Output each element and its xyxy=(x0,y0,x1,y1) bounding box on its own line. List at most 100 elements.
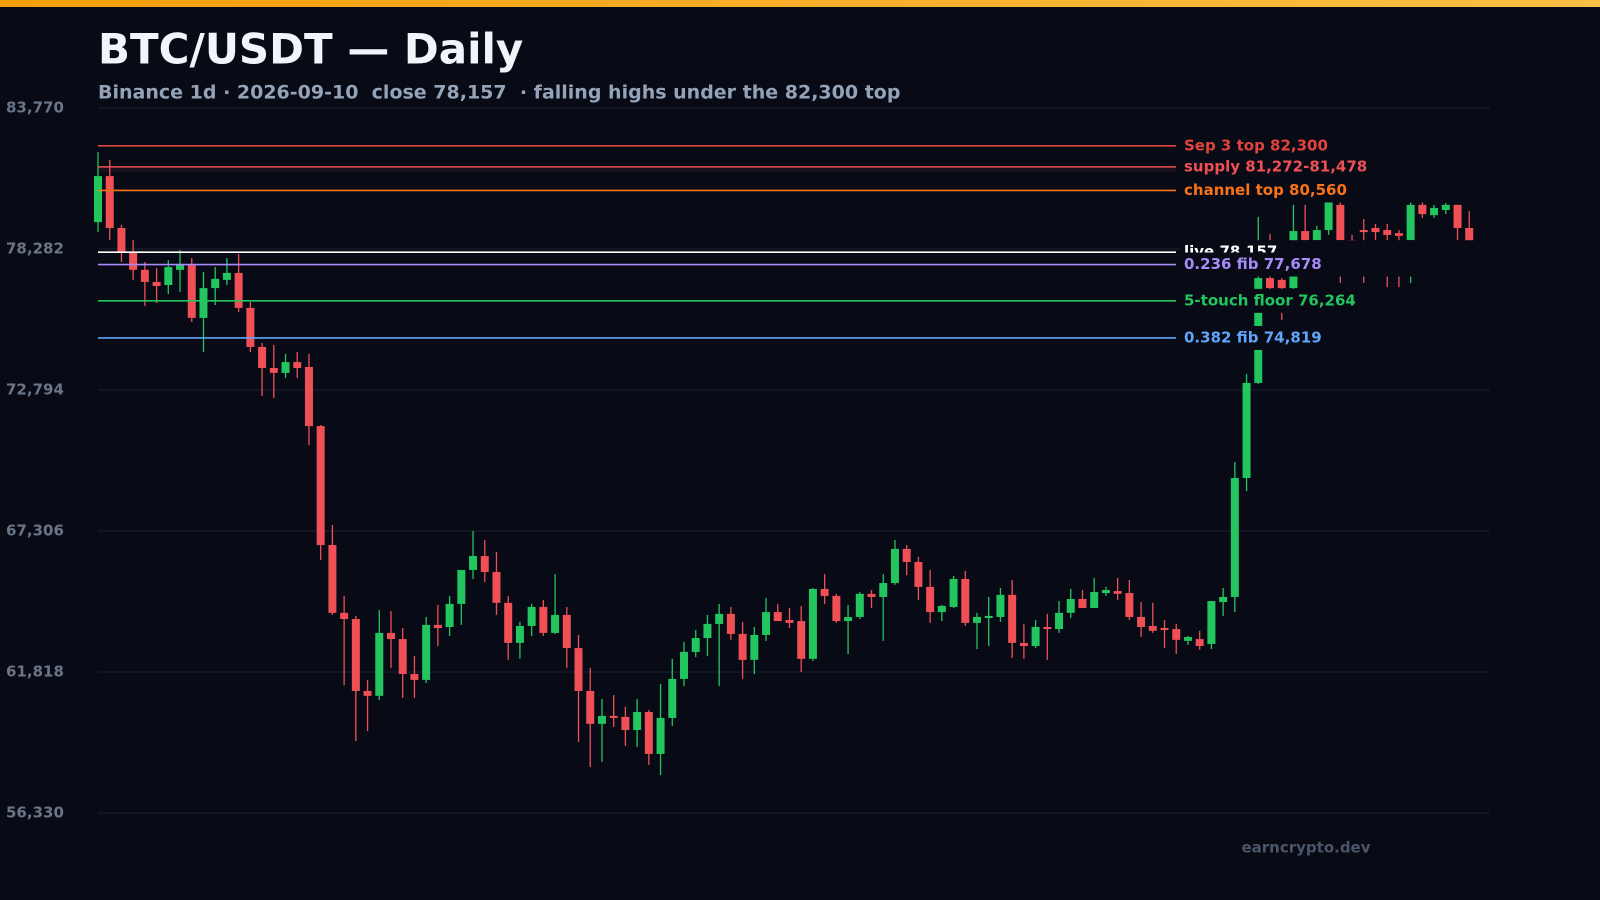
candle-body xyxy=(996,594,1005,617)
candle-body xyxy=(1230,477,1239,597)
level-label: 0.382 fib 74,819 xyxy=(1184,328,1322,346)
grid: 56,330 61,818 67,306 72,794 78,282 83,770 xyxy=(6,99,1490,822)
top-bar xyxy=(0,0,1600,7)
candle-body xyxy=(1183,637,1192,641)
level-label-bg xyxy=(1180,252,1490,277)
candle-body xyxy=(726,613,735,634)
candle-body xyxy=(738,633,747,660)
y-tick-label: 56,330 xyxy=(6,804,64,822)
candle-body xyxy=(1031,626,1040,646)
candle-body xyxy=(176,264,185,270)
candle-body xyxy=(258,346,267,369)
candle-body xyxy=(480,556,489,573)
candle-body xyxy=(1418,204,1427,215)
candle-body xyxy=(222,272,231,280)
candle-body xyxy=(539,606,548,633)
candle-body xyxy=(808,588,817,659)
candle-body xyxy=(562,614,571,649)
watermark: earncrypto.dev xyxy=(1241,839,1370,857)
candle-body xyxy=(140,269,149,282)
candle-body xyxy=(1301,231,1310,241)
candle-body xyxy=(152,281,161,287)
candle-body xyxy=(469,556,478,570)
candle-body xyxy=(609,715,618,718)
candle-body xyxy=(937,605,946,613)
candle-body xyxy=(574,648,583,691)
candle-body xyxy=(1394,233,1403,236)
candle-body xyxy=(1359,230,1368,233)
level-label: 0.236 fib 77,678 xyxy=(1184,255,1322,273)
level-label-bg xyxy=(1180,325,1490,350)
candle-body xyxy=(445,603,454,627)
candle-body xyxy=(351,619,360,691)
candle-body xyxy=(926,586,935,613)
candle-body xyxy=(750,634,759,660)
candle-body xyxy=(398,639,407,675)
candle-body xyxy=(1090,592,1099,608)
candle-body xyxy=(773,612,782,622)
candle-body xyxy=(1043,626,1052,630)
candle-body xyxy=(1219,596,1228,603)
candle-body xyxy=(633,712,642,731)
candle-body xyxy=(1441,204,1450,210)
candle-body xyxy=(902,548,911,562)
candle-body xyxy=(527,606,536,626)
candle-body xyxy=(492,572,501,603)
candle-body xyxy=(433,624,442,629)
candle-body xyxy=(269,368,278,373)
candle-body xyxy=(1078,598,1087,608)
candle-body xyxy=(656,717,665,754)
candle-body xyxy=(1371,227,1380,233)
candle-body xyxy=(1453,204,1462,228)
levels: Sep 3 top 82,300 supply 81,272-81,478 chan… xyxy=(98,133,1490,350)
candle-body xyxy=(844,616,853,622)
candle-body xyxy=(1055,612,1064,630)
y-tick-label: 83,770 xyxy=(6,99,64,117)
candle-body xyxy=(1266,278,1274,289)
candle-body xyxy=(644,712,653,754)
candle-body xyxy=(94,176,102,223)
level-label-bg xyxy=(1180,288,1490,313)
candle-body xyxy=(211,278,220,289)
candle-body xyxy=(820,588,829,596)
candle-body xyxy=(1465,227,1474,253)
chart-title: BTC/USDT — Daily xyxy=(98,25,523,74)
candle-body xyxy=(1101,589,1110,594)
candle-body xyxy=(457,569,466,604)
level-label: supply 81,272-81,478 xyxy=(1184,157,1367,175)
candle-body xyxy=(363,690,372,696)
candle-body xyxy=(1066,598,1075,613)
candle-body xyxy=(105,176,114,228)
candle-body xyxy=(129,251,138,270)
candle-body xyxy=(1172,629,1181,640)
candle-body xyxy=(785,620,794,623)
candle-body xyxy=(304,366,313,427)
candle-body xyxy=(586,690,595,724)
level-label: 5-touch floor 76,264 xyxy=(1184,291,1356,309)
candle-body xyxy=(1242,382,1251,478)
candle-body xyxy=(1207,601,1216,644)
candle-body xyxy=(1008,594,1017,643)
candle-body xyxy=(680,651,688,679)
candle-body xyxy=(316,426,325,546)
level-label-bg xyxy=(1180,154,1490,179)
candle-body xyxy=(1137,616,1146,627)
candle-body xyxy=(1430,207,1439,216)
level-label-bg xyxy=(1180,178,1490,203)
level-label-bg xyxy=(1180,133,1490,158)
candle-body xyxy=(668,678,677,718)
candle-body xyxy=(1324,199,1333,231)
candle-body xyxy=(703,623,712,639)
candle-body xyxy=(984,615,993,618)
candle-body xyxy=(1312,230,1321,241)
candle-body xyxy=(762,612,771,635)
candle-body xyxy=(1125,593,1134,617)
y-tick-label: 67,306 xyxy=(6,522,64,540)
candle-body xyxy=(832,595,841,622)
y-tick-label: 78,282 xyxy=(6,240,64,258)
candle-body xyxy=(890,548,899,584)
level-label: channel top 80,560 xyxy=(1184,181,1347,199)
candle-body xyxy=(1019,642,1028,646)
